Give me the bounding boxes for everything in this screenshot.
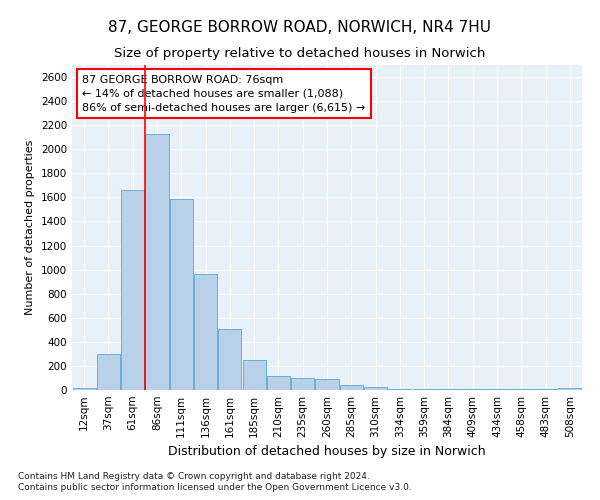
X-axis label: Distribution of detached houses by size in Norwich: Distribution of detached houses by size … <box>168 446 486 458</box>
Bar <box>291 378 314 390</box>
Bar <box>145 134 169 390</box>
Bar <box>340 385 363 390</box>
Bar <box>388 389 412 390</box>
Text: 87, GEORGE BORROW ROAD, NORWICH, NR4 7HU: 87, GEORGE BORROW ROAD, NORWICH, NR4 7HU <box>109 20 491 35</box>
Bar <box>170 198 193 390</box>
Text: Contains HM Land Registry data © Crown copyright and database right 2024.: Contains HM Land Registry data © Crown c… <box>18 472 370 481</box>
Bar <box>364 387 387 390</box>
Bar <box>218 328 241 390</box>
Bar <box>121 190 144 390</box>
Bar <box>194 274 217 390</box>
Bar <box>242 360 266 390</box>
Bar <box>97 354 120 390</box>
Bar <box>73 388 95 390</box>
Bar <box>559 388 581 390</box>
Bar <box>316 378 338 390</box>
Text: 87 GEORGE BORROW ROAD: 76sqm
← 14% of detached houses are smaller (1,088)
86% of: 87 GEORGE BORROW ROAD: 76sqm ← 14% of de… <box>82 74 365 113</box>
Y-axis label: Number of detached properties: Number of detached properties <box>25 140 35 315</box>
Text: Contains public sector information licensed under the Open Government Licence v3: Contains public sector information licen… <box>18 484 412 492</box>
Text: Size of property relative to detached houses in Norwich: Size of property relative to detached ho… <box>115 48 485 60</box>
Bar <box>267 376 290 390</box>
